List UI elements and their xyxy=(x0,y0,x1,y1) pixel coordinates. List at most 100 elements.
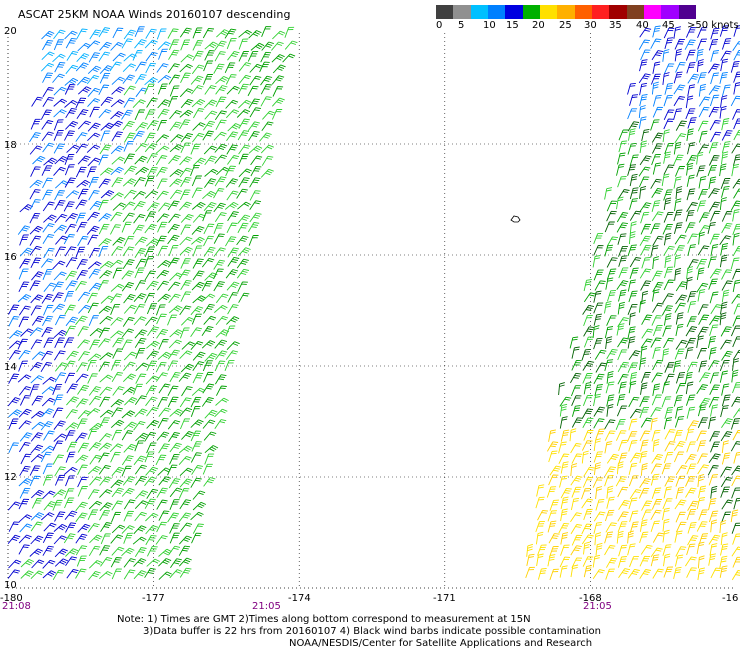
wind-barb xyxy=(135,166,149,175)
wind-barb xyxy=(616,280,629,290)
wind-barb xyxy=(191,464,203,475)
wind-barb xyxy=(685,346,694,360)
wind-barb xyxy=(238,292,250,303)
wind-barb xyxy=(52,53,66,63)
wind-barb xyxy=(673,440,686,451)
wind-barb xyxy=(192,40,204,51)
wind-barb xyxy=(582,556,594,567)
wind-barb xyxy=(201,397,214,407)
wind-barb xyxy=(708,106,720,118)
wind-barb xyxy=(169,272,183,282)
wind-barb xyxy=(261,155,274,166)
wind-barb xyxy=(215,75,229,85)
wind-barb xyxy=(282,53,296,63)
wind-barb xyxy=(607,289,617,302)
wind-barb xyxy=(663,118,674,130)
wind-barb xyxy=(77,523,91,533)
wind-barb xyxy=(135,362,149,372)
wind-barb xyxy=(710,404,718,417)
wind-barb xyxy=(98,51,111,62)
wind-barb xyxy=(65,409,78,419)
wind-barb xyxy=(662,49,670,62)
wind-barb xyxy=(134,500,148,510)
wind-barb xyxy=(52,384,63,395)
wind-barb xyxy=(121,465,132,477)
wind-barb xyxy=(52,499,63,511)
wind-barb xyxy=(18,534,32,544)
wind-barb xyxy=(123,558,136,568)
wind-barb xyxy=(192,501,207,511)
wind-barb xyxy=(617,349,628,361)
wind-barb xyxy=(638,116,647,129)
wind-barb xyxy=(63,360,76,371)
wind-barb xyxy=(249,107,261,118)
wind-barb xyxy=(169,487,183,498)
wind-barb xyxy=(640,345,648,359)
wind-barb xyxy=(708,188,720,199)
wind-barb xyxy=(134,248,147,259)
wind-barb xyxy=(204,445,219,454)
wind-barb xyxy=(19,395,31,406)
wind-barb xyxy=(87,65,102,75)
wind-barb xyxy=(662,223,673,235)
wind-barb xyxy=(227,123,241,132)
wind-barb xyxy=(203,120,215,131)
y-tick-label: 12 xyxy=(4,472,17,483)
wind-barb xyxy=(628,380,637,394)
wind-barb xyxy=(144,109,156,120)
wind-barb xyxy=(203,223,215,235)
wind-barb xyxy=(29,475,41,487)
wind-barb xyxy=(156,499,168,510)
wind-barb xyxy=(167,234,180,245)
wind-barb xyxy=(640,372,651,383)
wind-barb xyxy=(721,383,730,396)
wind-barb xyxy=(155,145,170,154)
wind-barb xyxy=(627,108,638,120)
wind-barb xyxy=(111,371,124,383)
wind-barb xyxy=(651,154,661,166)
wind-barb xyxy=(629,267,639,280)
wind-barb xyxy=(157,108,170,119)
wind-barb xyxy=(100,122,114,131)
wind-barb xyxy=(100,533,111,545)
wind-barb xyxy=(179,236,193,246)
wind-barb xyxy=(178,488,190,499)
wind-barb xyxy=(204,85,217,95)
wind-barb xyxy=(261,121,274,132)
wind-barb xyxy=(238,62,252,72)
wind-barb xyxy=(86,408,101,417)
wind-barb xyxy=(111,131,123,142)
axes xyxy=(7,33,736,589)
wind-barb xyxy=(558,382,565,396)
wind-barb xyxy=(98,280,109,291)
wind-barb xyxy=(617,374,629,385)
wind-barb xyxy=(686,202,698,213)
legend-color-swatch xyxy=(487,5,506,19)
x-tick-label: -180 xyxy=(0,593,23,604)
wind-barb xyxy=(719,25,729,37)
wind-barb xyxy=(89,422,103,431)
wind-barb xyxy=(122,476,136,486)
wind-barb xyxy=(236,235,249,246)
wind-barb xyxy=(571,486,582,498)
wind-barb xyxy=(271,108,283,120)
wind-barb xyxy=(708,416,716,429)
wind-barb xyxy=(720,50,732,61)
wind-barb xyxy=(697,473,705,487)
wind-barb xyxy=(733,82,740,95)
wind-barb xyxy=(686,508,697,521)
wind-barb xyxy=(594,280,606,291)
wind-barb xyxy=(629,371,638,385)
wind-barb xyxy=(214,408,228,418)
wind-barb xyxy=(652,61,661,74)
wind-barb xyxy=(628,128,636,141)
wind-barb xyxy=(697,417,709,428)
wind-barb xyxy=(583,508,593,521)
island-icon xyxy=(510,215,521,223)
right-swath-barbs xyxy=(525,25,740,581)
wind-barb xyxy=(685,276,693,290)
wind-barb xyxy=(696,165,706,177)
wind-barb xyxy=(662,498,673,510)
wind-barb xyxy=(99,502,113,512)
wind-barb xyxy=(192,295,207,304)
